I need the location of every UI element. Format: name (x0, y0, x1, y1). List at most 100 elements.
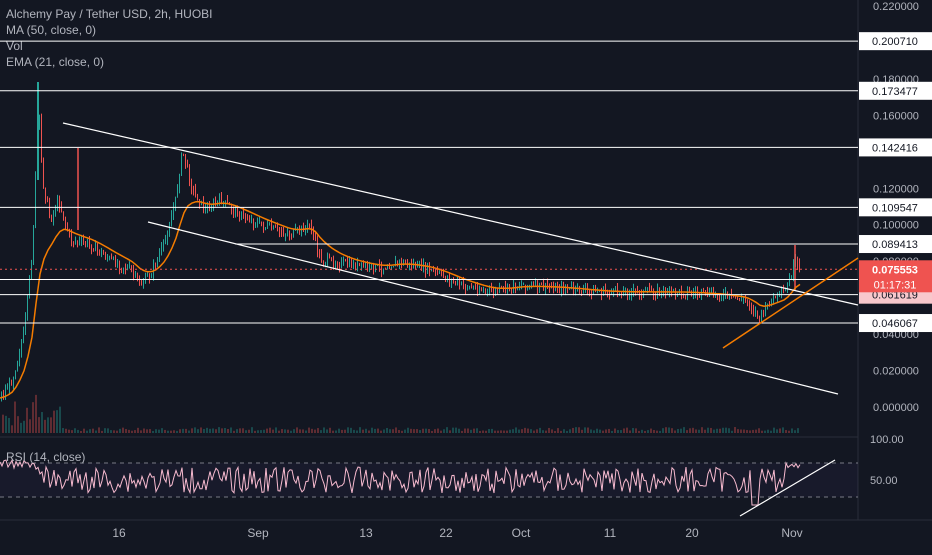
volume-bar (407, 427, 409, 433)
volume-bar (791, 428, 793, 433)
rsi-tick-label: 100.00 (870, 434, 904, 446)
volume-bar (164, 429, 166, 433)
volume-bar (155, 429, 157, 433)
volume-bar (512, 429, 514, 433)
volume-bar (515, 427, 517, 433)
volume-bar (698, 429, 700, 433)
volume-bar (638, 430, 640, 433)
volume-bar (62, 428, 64, 433)
volume-bar (632, 428, 634, 433)
volume-bar (170, 430, 172, 433)
volume-bar (113, 430, 115, 433)
volume-bar (497, 430, 499, 433)
volume-bar (503, 430, 505, 433)
volume-bar (212, 428, 214, 433)
volume-bar (566, 430, 568, 433)
volume-bar (641, 429, 643, 433)
volume-bar (500, 430, 502, 433)
volume-bar (14, 401, 16, 433)
volume-bar (326, 429, 328, 433)
volume-bar (179, 429, 181, 433)
volume-bar (464, 428, 466, 433)
volume-bar (581, 429, 583, 433)
volume-bar (752, 429, 754, 433)
ema-indicator-label[interactable]: EMA (21, close, 0) (6, 55, 105, 69)
ascending-support-trendline (722, 257, 859, 349)
volume-bar (152, 430, 154, 433)
volume-bar (308, 427, 310, 433)
volume-bar (584, 427, 586, 433)
volume-bar (608, 428, 610, 433)
volume-bar (389, 429, 391, 433)
level-price-label: 0.200710 (872, 36, 918, 48)
volume-bar (443, 429, 445, 433)
volume-bar (293, 429, 295, 433)
volume-bar (125, 429, 127, 433)
volume-bar (158, 429, 160, 433)
volume-bar (587, 427, 589, 433)
volume-bar (275, 427, 277, 433)
volume-bar (329, 427, 331, 433)
volume-bar (560, 430, 562, 433)
volume-bar (215, 429, 217, 433)
volume-bar (176, 430, 178, 433)
volume-bar (47, 417, 49, 433)
volume-bar (554, 430, 556, 433)
volume-bar (653, 429, 655, 433)
volume-bar (194, 427, 196, 433)
volume-bar (770, 430, 772, 433)
volume-bar (41, 412, 43, 433)
volume-bar (92, 428, 94, 433)
volume-bar (26, 407, 28, 433)
volume-bar (104, 428, 106, 433)
volume-bar (743, 429, 745, 433)
volume-bar (551, 429, 553, 433)
volume-bar (167, 430, 169, 433)
volume-bar (422, 428, 424, 433)
current-price-label: 0.075553 (872, 264, 918, 276)
volume-bar (32, 402, 34, 433)
level-price-tag (859, 81, 932, 100)
volume-bar (377, 428, 379, 433)
volume-bar (35, 394, 37, 433)
volume-bar (617, 430, 619, 433)
rsi-indicator-label[interactable]: RSI (14, close) (6, 450, 86, 464)
volume-bar (116, 430, 118, 433)
volume-bar (488, 429, 490, 433)
volume-bar (572, 427, 574, 433)
volume-bar (80, 430, 82, 433)
volume-bar (734, 427, 736, 433)
volume-bar (59, 406, 61, 433)
volume-bar (530, 429, 532, 433)
level-price-label: 0.061619 (872, 290, 918, 302)
level-price-label: 0.109547 (872, 202, 918, 214)
symbol-title[interactable]: Alchemy Pay / Tether USD, 2h, HUOBI (6, 7, 213, 21)
volume-bar (467, 428, 469, 433)
volume-bar (188, 430, 190, 433)
volume-bar (794, 430, 796, 433)
vol-indicator-label[interactable]: Vol (6, 39, 23, 53)
volume-bar (347, 427, 349, 433)
volume-bar (659, 430, 661, 433)
volume-bar (518, 429, 520, 433)
volume-bar (686, 430, 688, 433)
volume-bar (605, 429, 607, 433)
level-price-label: 0.142416 (872, 142, 918, 154)
volume-bar (206, 427, 208, 433)
ma-indicator-label[interactable]: MA (50, close, 0) (6, 23, 97, 37)
volume-bar (596, 428, 598, 433)
level-price-label: 0.046067 (872, 318, 918, 330)
volume-bar (548, 427, 550, 433)
volume-bar (788, 430, 790, 433)
volume-bar (266, 428, 268, 433)
volume-bar (323, 427, 325, 433)
volume-bar (233, 430, 235, 433)
volume-bar (416, 429, 418, 433)
volume-bar (713, 429, 715, 433)
volume-bar (524, 427, 526, 433)
price-tick-label: 0.020000 (873, 366, 919, 378)
rsi-line (0, 458, 801, 506)
volume-bar (23, 420, 25, 433)
